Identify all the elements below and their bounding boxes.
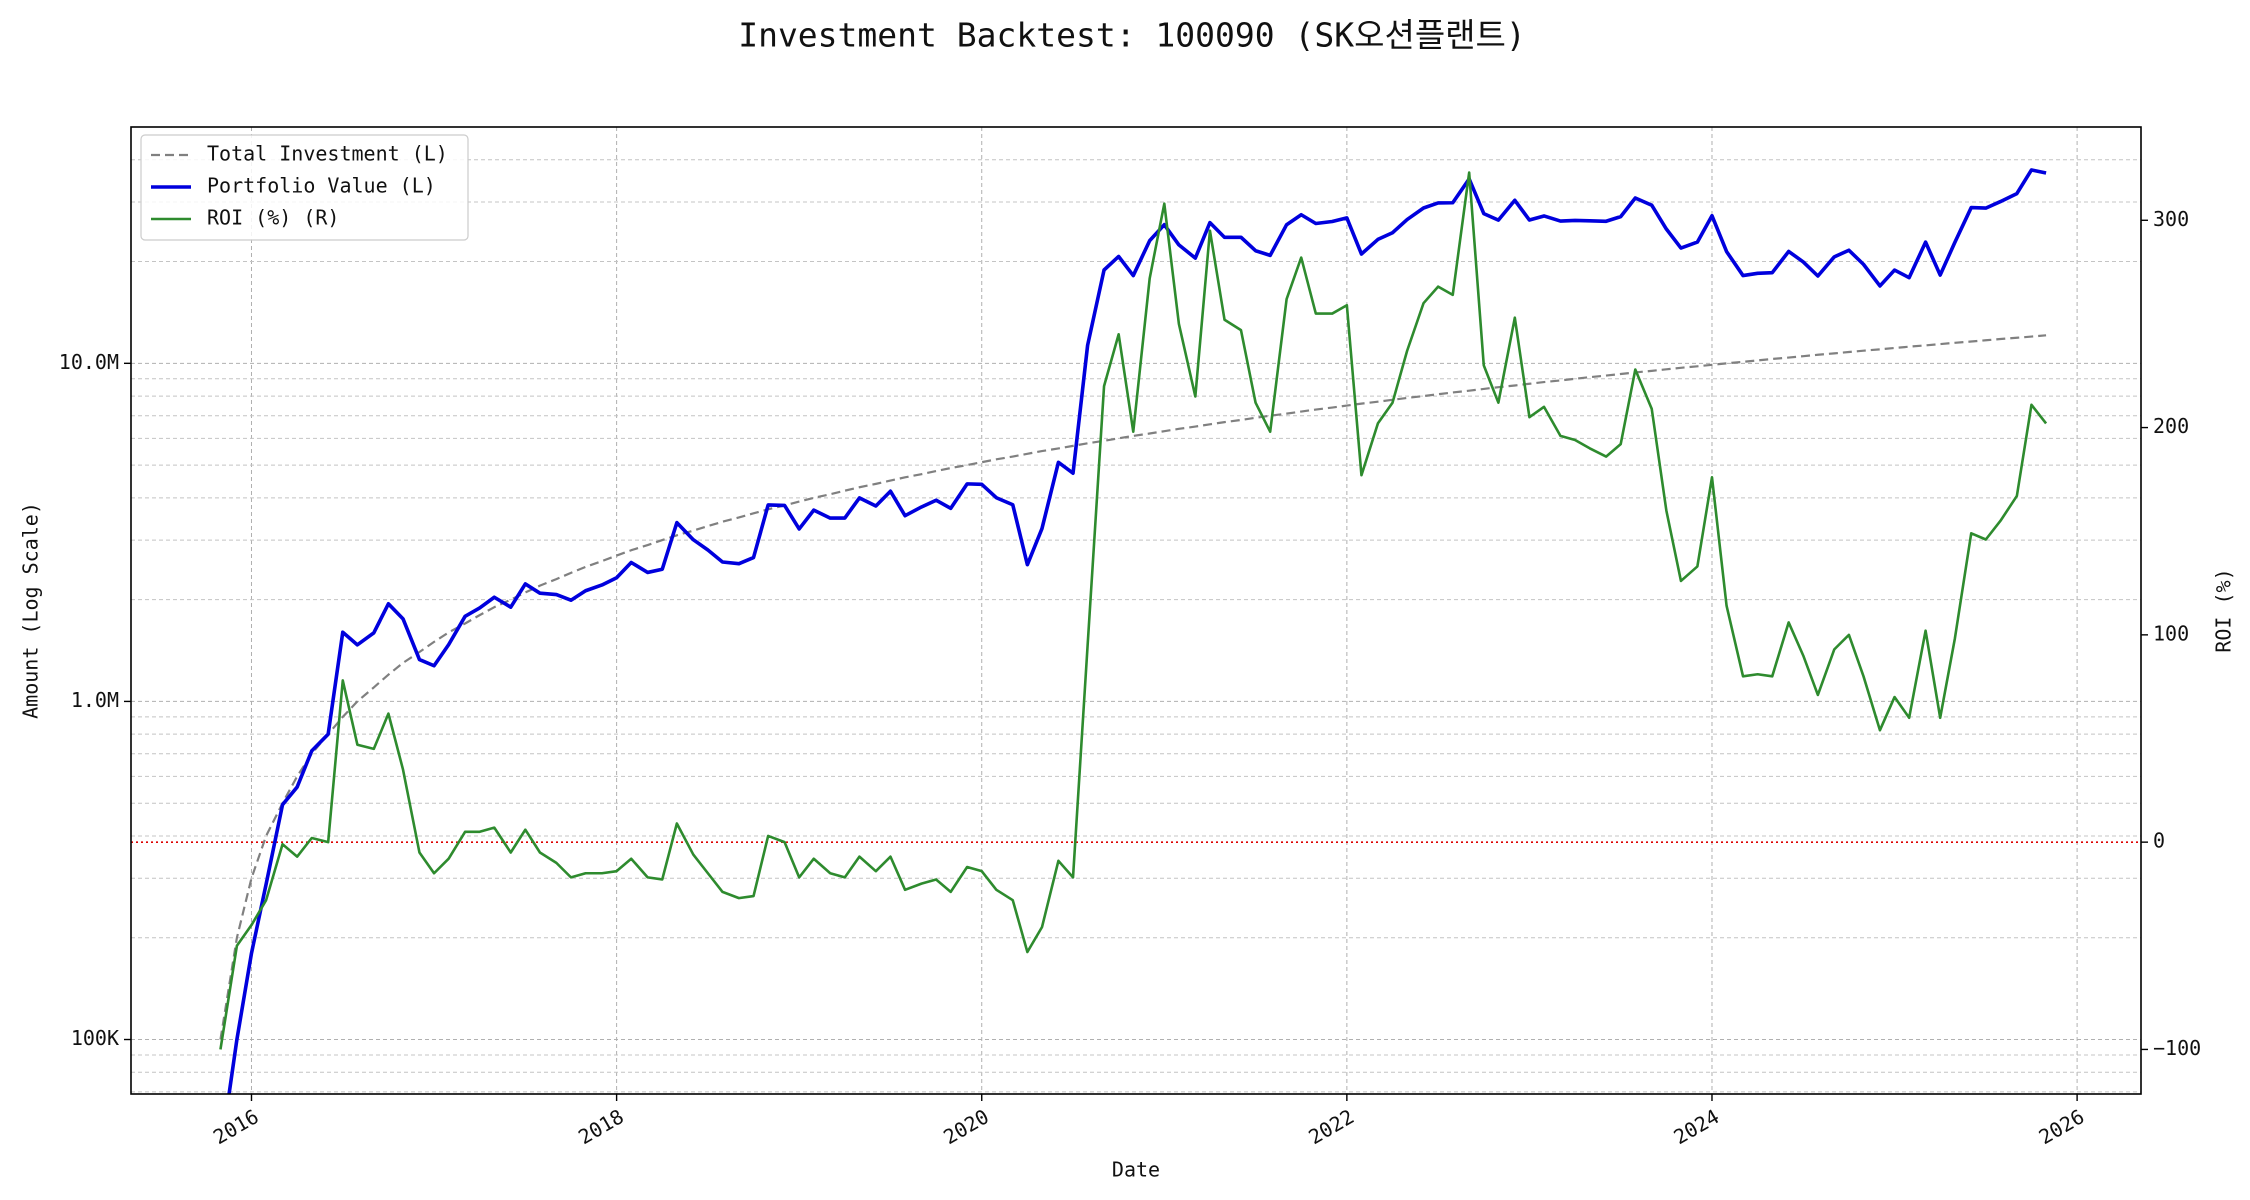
chart-title: Investment Backtest: 100090 (SK오션플랜트) — [738, 16, 1526, 55]
y2-tick-label: 0 — [2153, 829, 2165, 853]
legend-label: Total Investment (L) — [207, 142, 448, 166]
y-axis-label: Amount (Log Scale) — [19, 502, 43, 719]
plot-lines — [219, 168, 2048, 1094]
x-axis-label: Date — [1112, 1158, 1160, 1182]
legend-label: Portfolio Value (L) — [207, 174, 436, 198]
y2-axis-label: ROI (%) — [2212, 568, 2236, 652]
legend-label: ROI (%) (R) — [207, 206, 339, 230]
legend: Total Investment (L) Portfolio Value (L) R… — [140, 134, 469, 241]
y2-tick-label: 100 — [2153, 621, 2189, 645]
y2-tick-label: −100 — [2153, 1036, 2201, 1060]
plot-frame — [130, 126, 2142, 1095]
series-line — [227, 168, 2047, 1094]
y-tick-label: 10.0M — [59, 350, 119, 374]
y2-tick-label: 200 — [2153, 414, 2189, 438]
series-line — [219, 171, 2048, 1050]
y-tick-label: 100K — [71, 1026, 119, 1050]
y-tick-label: 1.0M — [71, 688, 119, 712]
y2-tick-label: 300 — [2153, 207, 2189, 231]
legend-box — [140, 134, 469, 241]
